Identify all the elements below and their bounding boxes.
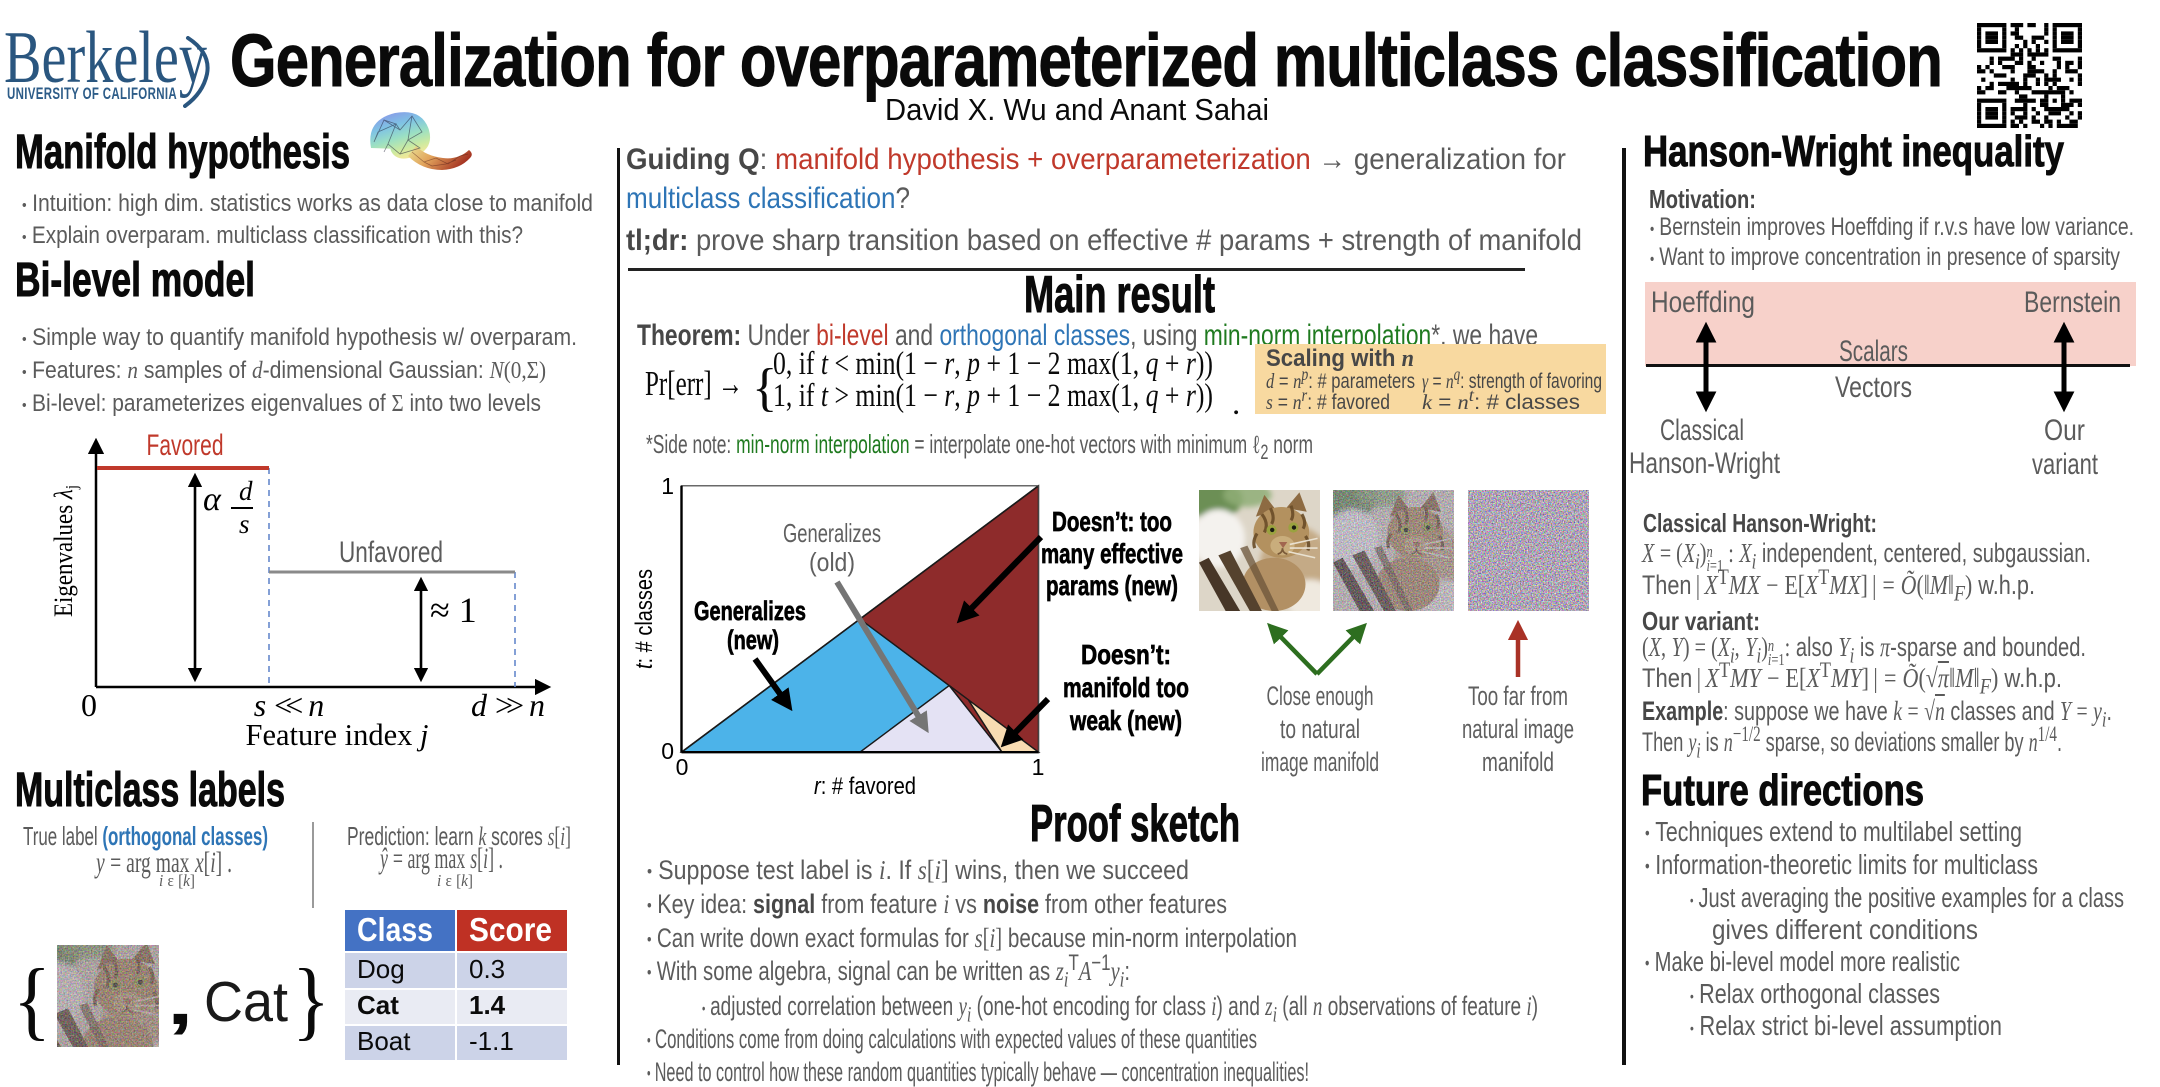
svg-text:d: d (239, 476, 253, 506)
svg-text:α: α (203, 481, 222, 518)
svg-text:image manifold: image manifold (1261, 747, 1379, 777)
svg-text:manifold too: manifold too (1063, 672, 1189, 703)
svg-text:1: 1 (661, 473, 674, 499)
svg-text:Generalizes: Generalizes (783, 518, 881, 548)
svg-text:Eigenvalues λj: Eigenvalues λj (49, 485, 81, 617)
svg-text:params (new): params (new) (1046, 570, 1178, 601)
svg-text:Feature index j: Feature index j (246, 717, 429, 752)
svg-text:manifold: manifold (1482, 747, 1554, 777)
svg-text:Favored: Favored (147, 429, 224, 462)
svg-text:Doesn’t: too: Doesn’t: too (1052, 506, 1172, 537)
svg-text:to natural: to natural (1280, 714, 1360, 744)
svg-text:(new): (new) (727, 625, 779, 655)
svg-text:Generalizes: Generalizes (694, 596, 806, 626)
svg-text:Doesn’t:: Doesn’t: (1081, 639, 1171, 670)
svg-text:natural image: natural image (1462, 714, 1574, 744)
svg-text:s << n: s << n (254, 687, 325, 723)
svg-text:(old): (old) (809, 547, 855, 577)
svg-text:t: # classes: t: # classes (631, 569, 658, 669)
svg-text:r: # favored: r: # favored (814, 773, 916, 800)
svg-text:Too far from: Too far from (1468, 681, 1568, 711)
svg-text:weak (new): weak (new) (1069, 705, 1182, 736)
svg-text:0: 0 (676, 754, 689, 780)
svg-text:1: 1 (1032, 754, 1045, 780)
svg-text:Unfavored: Unfavored (339, 536, 443, 569)
svg-text:0: 0 (661, 738, 674, 764)
svg-text:d >> n: d >> n (471, 687, 545, 723)
svg-text:0: 0 (81, 687, 97, 723)
svg-text:many effective: many effective (1041, 538, 1183, 569)
svg-text:Close enough: Close enough (1267, 681, 1374, 711)
svg-text:≈ 1: ≈ 1 (430, 590, 477, 630)
svg-text:s: s (239, 509, 250, 539)
